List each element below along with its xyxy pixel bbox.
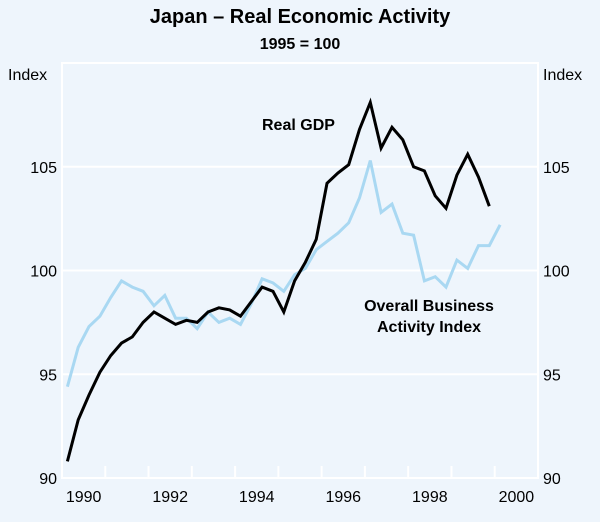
x-tick-label: 1990 [66, 489, 102, 506]
label-business-activity-2: Activity Index [377, 319, 481, 336]
label-real-gdp: Real GDP [262, 117, 335, 134]
y-tick-label-left: 90 [39, 471, 57, 488]
chart-title: Japan – Real Economic Activity [149, 6, 451, 28]
x-tick-label: 1992 [152, 489, 188, 506]
label-business-activity-1: Overall Business [364, 298, 494, 315]
x-tick-label: 2000 [499, 489, 535, 506]
y-axis-label-left: Index [8, 67, 47, 84]
chart-subtitle: 1995 = 100 [259, 36, 341, 53]
y-tick-label-right: 90 [543, 471, 561, 488]
x-tick-label: 1998 [412, 489, 448, 506]
y-tick-label-right: 105 [543, 160, 570, 177]
x-tick-label: 1994 [239, 489, 275, 506]
series-line-business-activity [65, 160, 502, 388]
y-axis-label-right: Index [543, 67, 582, 84]
y-tick-label-left: 95 [39, 367, 57, 384]
x-tick-label: 1996 [325, 489, 361, 506]
y-tick-label-left: 105 [30, 160, 57, 177]
series-line-real-gdp [65, 97, 491, 462]
y-tick-label-right: 95 [543, 367, 561, 384]
y-tick-label-left: 100 [30, 264, 57, 281]
y-tick-label-right: 100 [543, 264, 570, 281]
